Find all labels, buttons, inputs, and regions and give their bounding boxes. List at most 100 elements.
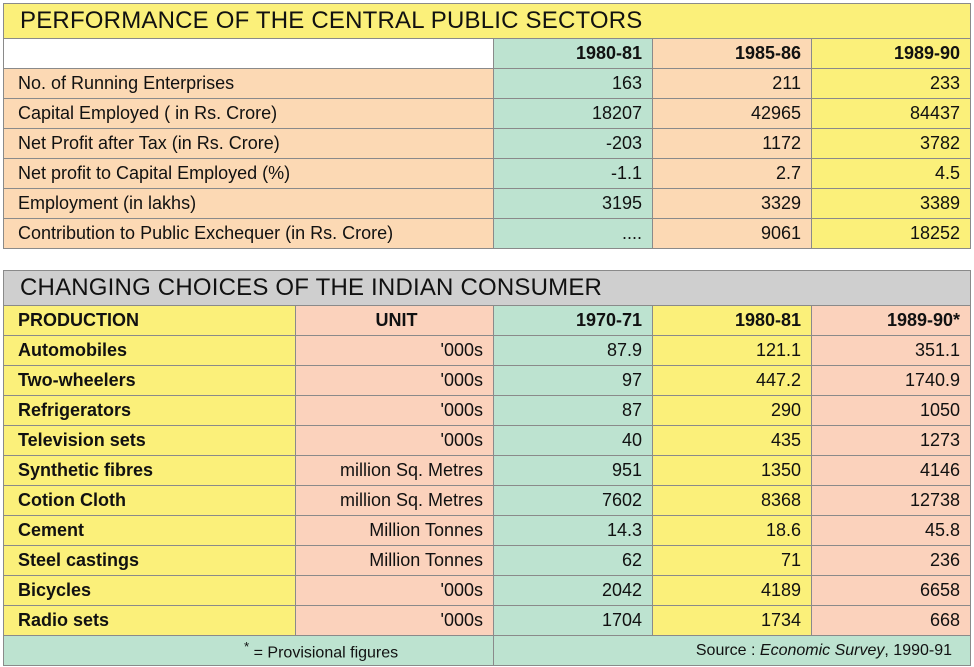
- product-label: Bicycles: [3, 575, 296, 606]
- column-header: UNIT: [295, 305, 494, 336]
- unit-cell: '000s: [295, 365, 494, 396]
- unit-cell: Million Tonnes: [295, 545, 494, 576]
- cell-value: 3329: [652, 188, 812, 219]
- row-label: No. of Running Enterprises: [3, 68, 494, 99]
- cell-value: 668: [810, 605, 972, 636]
- cell-value: 40: [493, 425, 653, 456]
- table-row: No. of Running Enterprises 163 211 233: [3, 68, 972, 99]
- table-row: Bicycles '000s 2042 4189 6658: [3, 575, 972, 606]
- row-label: Capital Employed ( in Rs. Crore): [3, 98, 494, 129]
- cell-value: 236: [810, 545, 972, 576]
- cell-value: 121.1: [652, 335, 812, 366]
- cell-value: 18207: [493, 98, 653, 129]
- column-header: 1980-81: [652, 305, 812, 336]
- cell-value: 435: [652, 425, 812, 456]
- table-row: Automobiles '000s 87.9 121.1 351.1: [3, 335, 972, 366]
- cell-value: 12738: [810, 485, 972, 516]
- table-title-row: PERFORMANCE OF THE CENTRAL PUBLIC SECTOR…: [2, 3, 972, 39]
- source-prefix: Source :: [695, 641, 760, 659]
- table-row: Synthetic fibres million Sq. Metres 951 135…: [3, 455, 972, 486]
- footnote-cell: * = Provisional figures: [3, 635, 494, 666]
- column-header: 1970-71: [493, 305, 653, 336]
- cell-value: 211: [652, 68, 812, 99]
- provisional-note: = Provisional figures: [249, 644, 399, 662]
- column-header: 1989-90*: [810, 305, 972, 336]
- table-title: PERFORMANCE OF THE CENTRAL PUBLIC SECTOR…: [2, 3, 972, 39]
- table-title-row: CHANGING CHOICES OF THE INDIAN CONSUMER: [2, 270, 972, 306]
- cell-value: 447.2: [652, 365, 812, 396]
- unit-cell: million Sq. Metres: [295, 455, 494, 486]
- cell-value: 290: [652, 395, 812, 426]
- cell-value: 9061: [652, 218, 812, 249]
- row-label: Net profit to Capital Employed (%): [3, 158, 494, 189]
- table-title: CHANGING CHOICES OF THE INDIAN CONSUMER: [2, 270, 972, 306]
- table-row: Radio sets '000s 1704 1734 668: [3, 605, 972, 636]
- table-row: Television sets '000s 40 435 1273: [3, 425, 972, 456]
- cell-value: 2042: [493, 575, 653, 606]
- cell-value: 1350: [652, 455, 812, 486]
- cell-value: 84437: [810, 98, 972, 129]
- product-label: Synthetic fibres: [3, 455, 296, 486]
- table-header-row: PRODUCTION UNIT 1970-71 1980-81 1989-90*: [3, 305, 972, 336]
- cell-value: 4189: [652, 575, 812, 606]
- cell-value: 1172: [652, 128, 812, 159]
- cell-value: 97: [493, 365, 653, 396]
- unit-cell: Million Tonnes: [295, 515, 494, 546]
- cell-value: 1704: [493, 605, 653, 636]
- cell-value: 18252: [810, 218, 972, 249]
- cell-value: 2.7: [652, 158, 812, 189]
- source-suffix: , 1990-91: [884, 641, 953, 659]
- cell-value: 351.1: [810, 335, 972, 366]
- table-row: Refrigerators '000s 87 290 1050: [3, 395, 972, 426]
- cell-value: 3195: [493, 188, 653, 219]
- cell-value: 87: [493, 395, 653, 426]
- source-cell: Source : Economic Survey, 1990-91: [492, 635, 972, 666]
- unit-cell: '000s: [295, 395, 494, 426]
- table-row: Cement Million Tonnes 14.3 18.6 45.8: [3, 515, 972, 546]
- cell-value: 7602: [493, 485, 653, 516]
- row-label: Net Profit after Tax (in Rs. Crore): [3, 128, 494, 159]
- asterisk: *: [244, 638, 250, 654]
- unit-cell: '000s: [295, 605, 494, 636]
- cell-value: 1740.9: [810, 365, 972, 396]
- product-label: Cement: [3, 515, 296, 546]
- cell-value: 4146: [810, 455, 972, 486]
- cell-value: 14.3: [493, 515, 653, 546]
- product-label: Radio sets: [3, 605, 296, 636]
- table-row: Employment (in lakhs) 3195 3329 3389: [3, 188, 972, 219]
- table-row: Capital Employed ( in Rs. Crore) 18207 4…: [3, 98, 972, 129]
- column-header: 1989-90: [810, 38, 972, 69]
- cell-value: 163: [493, 68, 653, 99]
- public-sector-performance-table: PERFORMANCE OF THE CENTRAL PUBLIC SECTOR…: [2, 3, 972, 249]
- table-row: Two-wheelers '000s 97 447.2 1740.9: [3, 365, 972, 396]
- product-label: Steel castings: [3, 545, 296, 576]
- column-header: PRODUCTION: [3, 305, 296, 336]
- column-header: 1985-86: [652, 38, 812, 69]
- unit-cell: million Sq. Metres: [295, 485, 494, 516]
- cell-value: 3389: [810, 188, 972, 219]
- cell-value: 3782: [810, 128, 972, 159]
- cell-value: 1050: [810, 395, 972, 426]
- product-label: Refrigerators: [3, 395, 296, 426]
- header-empty-cell: [3, 38, 494, 69]
- cell-value: 233: [810, 68, 972, 99]
- cell-value: 1273: [810, 425, 972, 456]
- footnote-row: * = Provisional figures Source : Economi…: [3, 635, 972, 666]
- source-title: Economic Survey: [759, 641, 885, 659]
- table-row: Steel castings Million Tonnes 62 71 236: [3, 545, 972, 576]
- cell-value: 6658: [810, 575, 972, 606]
- cell-value: 18.6: [652, 515, 812, 546]
- cell-value: ....: [493, 218, 653, 249]
- row-label: Contribution to Public Exchequer (in Rs.…: [3, 218, 494, 249]
- product-label: Television sets: [3, 425, 296, 456]
- table-header-row: 1980-81 1985-86 1989-90: [3, 38, 972, 69]
- product-label: Cotion Cloth: [3, 485, 296, 516]
- cell-value: 71: [652, 545, 812, 576]
- cell-value: 4.5: [810, 158, 972, 189]
- unit-cell: '000s: [295, 425, 494, 456]
- table-row: Net profit to Capital Employed (%) -1.1 …: [3, 158, 972, 189]
- row-label: Employment (in lakhs): [3, 188, 494, 219]
- unit-cell: '000s: [295, 335, 494, 366]
- table-row: Cotion Cloth million Sq. Metres 7602 8368 12…: [3, 485, 972, 516]
- cell-value: -1.1: [493, 158, 653, 189]
